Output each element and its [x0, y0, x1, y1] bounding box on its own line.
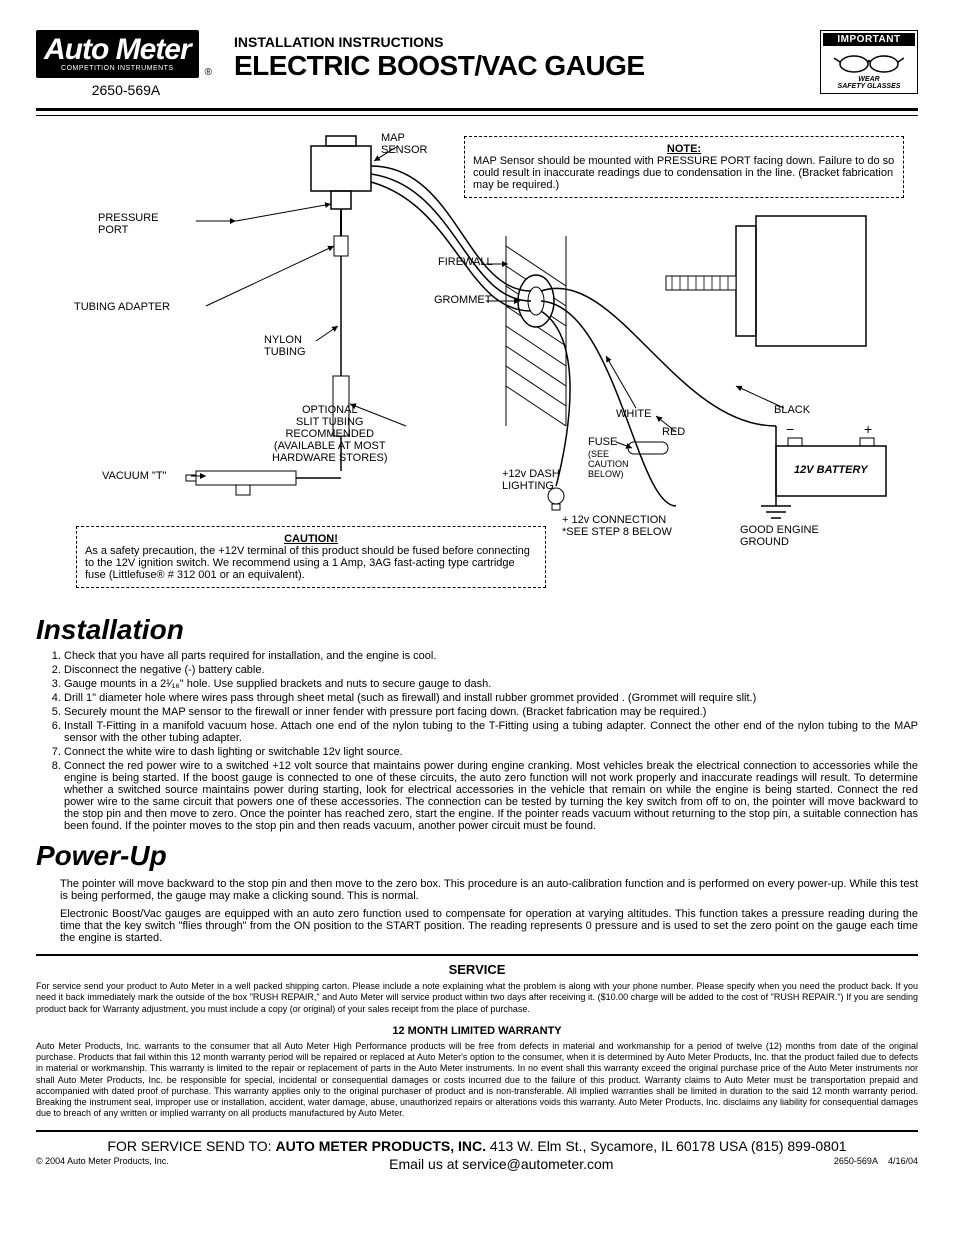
label-12v-connection: + 12v CONNECTION *SEE STEP 8 BELOW [562, 514, 672, 538]
wear-label: WEAR [823, 76, 915, 83]
label-red: RED [662, 426, 685, 438]
separator [36, 954, 918, 956]
powerup-para-1: The pointer will move backward to the st… [36, 878, 918, 902]
footer-docnum: 2650-569A [834, 1156, 878, 1166]
install-step: Install T-Fitting in a manifold vacuum h… [64, 720, 918, 744]
warranty-body: Auto Meter Products, Inc. warrants to th… [36, 1041, 918, 1120]
footer-copyright: © 2004 Auto Meter Products, Inc. [36, 1156, 169, 1172]
install-step: Gauge mounts in a 2¹⁄₁₆" hole. Use suppl… [64, 678, 918, 690]
installation-heading: Installation [36, 614, 918, 646]
part-number: 2650-569A [36, 82, 216, 98]
service-body: For service send your product to Auto Me… [36, 981, 918, 1015]
install-step: Connect the red power wire to a switched… [64, 760, 918, 832]
important-box: IMPORTANT WEAR SAFETY GLASSES [820, 30, 918, 94]
registered-mark: ® [205, 67, 212, 78]
header-rule-thick [36, 108, 918, 111]
service-heading: SERVICE [36, 962, 918, 977]
safety-glasses-label: SAFETY GLASSES [823, 83, 915, 90]
svg-text:+: + [864, 421, 872, 437]
footer-sub: © 2004 Auto Meter Products, Inc. Email u… [36, 1156, 918, 1172]
title-small: INSTALLATION INSTRUCTIONS [234, 34, 802, 50]
logo-block: Auto Meter COMPETITION INSTRUMENTS ® 265… [36, 30, 216, 98]
label-dash-lighting: +12v DASH LIGHTING [502, 468, 560, 492]
caution-box: CAUTION! As a safety precaution, the +12… [76, 526, 546, 588]
warranty-heading: 12 MONTH LIMITED WARRANTY [36, 1025, 918, 1037]
label-firewall: FIREWALL [438, 256, 493, 268]
logo-main-text: Auto Meter [44, 36, 191, 63]
footer-docinfo: 2650-569A 4/16/04 [834, 1156, 918, 1172]
brand-logo: Auto Meter COMPETITION INSTRUMENTS [36, 30, 199, 78]
label-white: WHITE [616, 408, 651, 420]
install-step: Securely mount the MAP sensor to the fir… [64, 706, 918, 718]
footer-address: FOR SERVICE SEND TO: AUTO METER PRODUCTS… [36, 1138, 918, 1154]
important-label: IMPORTANT [823, 33, 915, 46]
label-pressure-port: PRESSURE PORT [98, 212, 159, 236]
title-block: INSTALLATION INSTRUCTIONS ELECTRIC BOOST… [234, 30, 802, 82]
label-vacuum-t: VACUUM "T" [102, 470, 166, 482]
note-title: NOTE: [473, 143, 895, 155]
label-fuse-note: (SEE CAUTION BELOW) [588, 450, 629, 480]
label-black: BLACK [774, 404, 810, 416]
note-box: NOTE: MAP Sensor should be mounted with … [464, 136, 904, 198]
logo-sub-text: COMPETITION INSTRUMENTS [61, 65, 174, 72]
label-nylon-tubing: NYLON TUBING [264, 334, 306, 358]
label-good-ground: GOOD ENGINE GROUND [740, 524, 819, 548]
caution-title: CAUTION! [85, 533, 537, 545]
install-step: Connect the white wire to dash lighting … [64, 746, 918, 758]
wiring-diagram: − + MAP SENSOR PRESSURE PORT TUBING ADAP… [36, 126, 918, 606]
footer-sendto: FOR SERVICE SEND TO: [107, 1138, 275, 1154]
svg-text:−: − [786, 421, 794, 437]
footer-addr: 413 W. Elm St., Sycamore, IL 60178 USA (… [490, 1138, 847, 1154]
installation-steps: Check that you have all parts required f… [36, 650, 918, 832]
label-map-sensor: MAP SENSOR [381, 132, 427, 156]
header: Auto Meter COMPETITION INSTRUMENTS ® 265… [36, 30, 918, 98]
footer-email: Email us at service@autometer.com [389, 1156, 613, 1172]
label-fuse: FUSE [588, 436, 617, 448]
title-big: ELECTRIC BOOST/VAC GAUGE [234, 50, 802, 82]
install-step: Drill 1" diameter hole where wires pass … [64, 692, 918, 704]
install-step: Check that you have all parts required f… [64, 650, 918, 662]
footer-separator [36, 1130, 918, 1132]
label-tubing-adapter: TUBING ADAPTER [74, 301, 170, 313]
safety-glasses-icon [834, 50, 904, 74]
header-rule-thin [36, 115, 918, 116]
caution-body: As a safety precaution, the +12V termina… [85, 545, 537, 581]
note-body: MAP Sensor should be mounted with PRESSU… [473, 155, 895, 191]
label-battery: 12V BATTERY [794, 464, 868, 476]
footer-date: 4/16/04 [888, 1156, 918, 1166]
label-grommet: GROMMET [434, 294, 491, 306]
install-step: Disconnect the negative (-) battery cabl… [64, 664, 918, 676]
label-optional-slit: OPTIONAL SLIT TUBING RECOMMENDED (AVAILA… [272, 404, 388, 464]
footer-company: AUTO METER PRODUCTS, INC. [275, 1138, 486, 1154]
powerup-heading: Power-Up [36, 840, 918, 872]
powerup-para-2: Electronic Boost/Vac gauges are equipped… [36, 908, 918, 944]
